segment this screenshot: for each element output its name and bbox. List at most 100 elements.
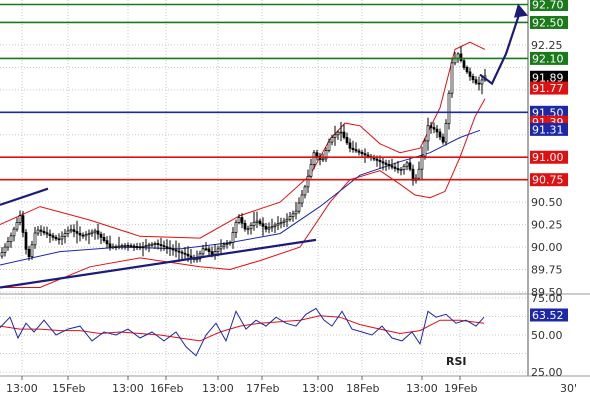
candle-body — [252, 221, 256, 226]
candle-body — [279, 222, 283, 225]
candle-body — [18, 215, 22, 223]
time-tick-label: 13:00 — [302, 382, 334, 395]
time-tick-label: 13:00 — [112, 382, 144, 395]
candle-body — [345, 137, 349, 144]
candle-body — [342, 131, 346, 138]
time-tick-label: 15Feb — [52, 382, 85, 395]
candle-body — [432, 127, 436, 130]
bollinger-lower-line — [0, 98, 486, 288]
candle-body — [396, 168, 400, 171]
candle-body — [249, 225, 253, 230]
candle-body — [114, 246, 118, 248]
candle-body — [444, 123, 448, 143]
candle-body — [159, 244, 163, 246]
candle-body — [402, 165, 406, 170]
candle-body — [147, 244, 151, 247]
candle-body — [474, 79, 478, 84]
candle-body — [450, 62, 454, 94]
candle-body — [306, 175, 310, 188]
rsi-label: RSI — [446, 355, 467, 368]
candle-body — [105, 240, 109, 245]
candle-body — [144, 245, 148, 247]
candle-body — [276, 223, 280, 226]
rsi-value-text: 63.52 — [532, 309, 564, 322]
candle-body — [123, 244, 127, 247]
candle-body — [78, 232, 82, 236]
level-label-91-00-box — [530, 150, 568, 164]
candle-body — [69, 229, 73, 232]
candle-body — [111, 246, 115, 249]
candle-body — [375, 158, 379, 161]
candle-body — [357, 150, 361, 153]
candle-body — [393, 166, 397, 169]
timeframe-label: 30' — [560, 382, 577, 395]
time-tick-label: 13:00 — [406, 382, 438, 395]
candle-body — [240, 217, 244, 224]
candle-body — [153, 243, 157, 245]
candle-body — [309, 164, 313, 177]
candle-body — [420, 155, 424, 170]
candle-body — [360, 151, 364, 154]
candle-body — [81, 234, 85, 237]
candle-body — [354, 149, 358, 152]
candle-body — [156, 243, 160, 245]
candle-body — [234, 222, 238, 233]
candle-body — [426, 125, 430, 142]
candle-body — [150, 243, 154, 246]
candle-body — [291, 213, 295, 217]
candle-body — [477, 82, 481, 85]
candle-body — [36, 229, 40, 234]
price-axis: 89.50 89.75 90.00 90.25 90.50 92.25 — [531, 39, 563, 299]
candle-body — [9, 235, 13, 243]
candle-body — [399, 169, 403, 171]
level-label-92-70-box — [530, 0, 568, 11]
candle-body — [468, 71, 472, 77]
candle-body — [411, 168, 415, 181]
candle-body — [480, 79, 484, 85]
candle-body — [21, 215, 25, 233]
grid-lines — [0, 0, 590, 377]
candle-body — [141, 246, 145, 248]
badge-91-31-text: 91.31 — [532, 123, 564, 136]
bollinger-upper-line — [0, 41, 486, 239]
candle-body — [465, 67, 469, 73]
price-tick-label: 90.50 — [531, 196, 563, 209]
candle-body — [204, 248, 208, 251]
candle-body — [135, 246, 139, 248]
candle-body — [237, 217, 241, 223]
level-label-92-70-text: 92.70 — [532, 0, 564, 11]
candle-body — [177, 250, 181, 253]
projection-arrow-line — [479, 11, 522, 86]
candle-body — [222, 244, 226, 247]
time-tick-label: 16Feb — [150, 382, 183, 395]
price-tick-label: 90.00 — [531, 241, 563, 254]
time-tick-label: 17Feb — [246, 382, 279, 395]
candle-body — [66, 230, 70, 234]
candle-body — [261, 223, 265, 227]
candle-body — [384, 162, 388, 165]
candle-body — [258, 220, 262, 225]
candle-body — [327, 141, 331, 151]
candle-body — [336, 131, 340, 136]
candle-body — [0, 252, 4, 257]
candle-body — [303, 186, 307, 196]
candle-body — [27, 248, 31, 257]
candle-body — [243, 222, 247, 230]
level-label-92-50-box — [530, 15, 568, 29]
time-axis: 13:00 15Feb 13:00 16Feb 13:00 17Feb 13:00 18Feb… — [6, 376, 577, 395]
candle-body — [333, 134, 337, 138]
badge-91-77-text: 91.77 — [532, 82, 564, 95]
trendline-2 — [0, 238, 317, 289]
price-tick-label: 90.25 — [531, 219, 563, 232]
candle-body — [312, 152, 316, 165]
candle-body — [447, 92, 451, 124]
candle-body — [24, 232, 28, 250]
candle-body — [207, 248, 211, 252]
badge-91-89-text: 91.89 — [532, 71, 564, 84]
candle-body — [381, 161, 385, 164]
candle-body — [42, 231, 46, 234]
candle-body — [348, 142, 352, 149]
candle-body — [96, 230, 100, 235]
level-label-91-00-text: 91.00 — [532, 151, 564, 164]
